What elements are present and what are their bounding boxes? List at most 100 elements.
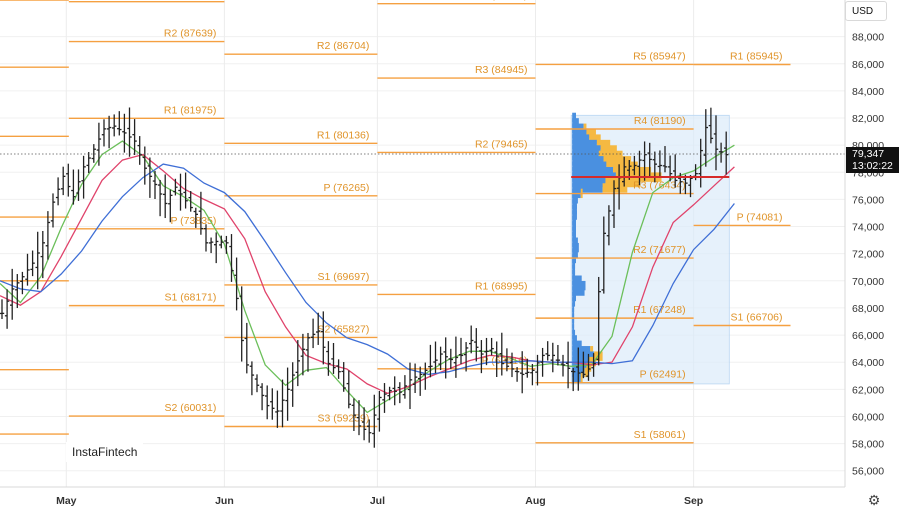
brand-watermark: InstaFintech — [66, 442, 144, 462]
month-tick-label: Jul — [370, 495, 385, 507]
price-tick-label: 88,000 — [852, 32, 884, 44]
price-bar — [469, 325, 474, 354]
price-bar — [4, 289, 10, 329]
month-tick-label: Jun — [215, 495, 234, 507]
price-bar — [453, 336, 459, 378]
volume-profile-bar — [572, 270, 576, 280]
currency-label: USD — [852, 6, 874, 17]
volume-profile-bar — [572, 226, 576, 237]
price-bar — [703, 109, 708, 167]
price-bar — [387, 386, 392, 401]
volume-profile-bar — [572, 161, 607, 171]
pivot-label: R1 (67248) — [633, 304, 686, 316]
volume-profile-bar — [572, 118, 579, 128]
price-tick-label: 86,000 — [852, 59, 884, 71]
price-bar — [555, 344, 561, 366]
price-bar — [525, 358, 530, 378]
price-bar — [392, 376, 397, 406]
price-bar — [275, 390, 280, 428]
price-bar — [423, 362, 428, 390]
price-bar — [346, 370, 351, 409]
pivot-label: S1 (58061) — [634, 429, 686, 441]
price-bar — [316, 312, 321, 345]
price-bar — [412, 363, 418, 393]
pivot-label: S1 (69697) — [317, 271, 369, 283]
price-bar — [402, 375, 408, 399]
volume-profile-bar — [572, 204, 577, 215]
volume-profile-bar — [572, 335, 577, 345]
pivot-label: P (62491) — [640, 369, 686, 381]
time-axis[interactable]: May Jun Jul Aug Sep — [0, 486, 845, 507]
price-bar — [30, 250, 35, 277]
price-bar — [71, 169, 76, 205]
volume-profile-bar — [572, 199, 577, 209]
price-bar — [20, 271, 25, 295]
price-bar — [484, 337, 489, 366]
volume-profile-bar-secondary — [583, 123, 587, 133]
price-bar — [662, 146, 668, 173]
price-axis[interactable]: 56,000 58,000 60,000 62,000 64,000 66,000 68,0… — [844, 0, 884, 487]
price-tick-label: 68,000 — [852, 303, 884, 315]
gear-icon[interactable]: ⚙ — [867, 492, 881, 508]
volume-profile-bar — [572, 242, 579, 253]
price-bar — [647, 142, 652, 177]
price-bar — [270, 388, 275, 420]
price-bar — [254, 374, 260, 393]
price-bar — [407, 362, 413, 410]
price-bar — [428, 344, 433, 378]
price-bar — [50, 193, 56, 228]
price-bar — [367, 419, 372, 443]
bar-countdown: 13:02:22 — [852, 160, 893, 172]
currency-selector[interactable]: USD — [845, 1, 887, 21]
volume-profile-bar — [572, 139, 597, 150]
price-tick-label: 56,000 — [852, 466, 884, 478]
price-bar — [606, 205, 612, 246]
volume-profile-bar-secondary — [590, 346, 594, 356]
pivot-label: R3 (84945) — [475, 64, 528, 76]
price-bar — [341, 362, 346, 392]
price-bar — [479, 340, 484, 374]
price-bar — [0, 299, 5, 320]
pivot-label: R2 (79465) — [475, 138, 528, 150]
price-bar — [708, 107, 714, 144]
price-bar — [163, 174, 168, 219]
volume-profile-bar-secondary — [589, 134, 601, 144]
volume-profile-bar — [572, 308, 575, 318]
price-bar — [637, 150, 642, 186]
pivot-label: R1 (80136) — [317, 129, 370, 141]
volume-profile-bar — [572, 210, 577, 220]
price-bar — [489, 337, 494, 356]
price-bar — [198, 191, 204, 235]
price-bar — [122, 113, 127, 153]
volume-profile-bar — [572, 166, 614, 177]
price-bar — [586, 353, 591, 381]
price-tick-label: 60,000 — [852, 411, 884, 423]
price-bar — [101, 119, 107, 147]
price-bar — [509, 352, 515, 378]
volume-profile-bar-secondary — [584, 367, 589, 378]
pivot-label: S3 (59259) — [317, 413, 369, 425]
volume-profile-bar — [572, 194, 578, 204]
price-bar — [377, 390, 382, 432]
price-bar — [438, 346, 443, 371]
price-bar — [433, 341, 438, 374]
price-bars — [0, 107, 729, 448]
pivot-label: R1 (85945) — [730, 51, 783, 63]
price-tick-label: 70,000 — [852, 276, 884, 288]
volume-profile-bar-secondary — [606, 161, 638, 171]
price-bar — [249, 361, 255, 396]
volume-profile-bar — [572, 156, 604, 166]
price-bar — [40, 230, 45, 279]
price-bar — [168, 189, 173, 223]
price-bar — [280, 379, 285, 428]
price-bar — [499, 332, 504, 376]
price-bar — [713, 115, 719, 171]
price-bar — [10, 268, 15, 320]
pivot-label: S2 (60031) — [164, 402, 216, 414]
month-tick-label: Aug — [525, 495, 545, 507]
volume-profile-bar — [572, 362, 587, 372]
price-bar — [25, 253, 30, 286]
price-bar — [229, 234, 234, 282]
